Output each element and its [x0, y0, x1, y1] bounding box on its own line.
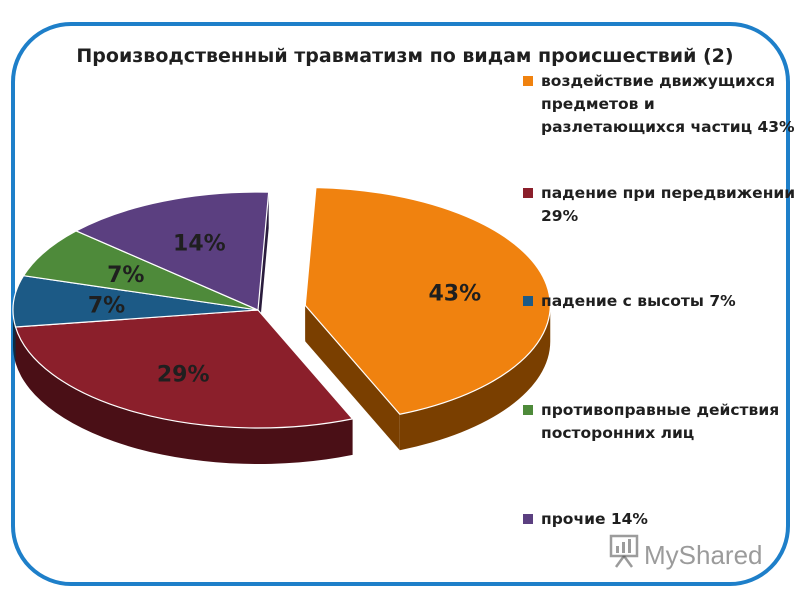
- legend-item-2: падение при передвижении 29%: [523, 184, 795, 225]
- legend-label: падение при передвижении 29%: [541, 184, 795, 225]
- slice-label-2: 29%: [157, 363, 210, 388]
- watermark: MyShared: [609, 534, 763, 570]
- legend-label: прочие 14%: [541, 510, 648, 528]
- chart-title: Производственный травматизм по видам про…: [76, 45, 733, 67]
- legend-label: противоправные действия посторонних лиц: [541, 401, 779, 442]
- pie-slice-3: [12, 275, 259, 328]
- legend-label: падение с высоты 7%: [541, 292, 736, 310]
- legend-item-1: воздействие движущихся предметов и разлета…: [523, 72, 795, 136]
- pie-slice-5: [74, 191, 270, 311]
- legend-swatch: [523, 296, 533, 306]
- slice-label-4: 7%: [107, 263, 144, 288]
- slice-label-5: 14%: [173, 232, 226, 257]
- pie-slice-side: [15, 327, 353, 464]
- pie-slice-2: [14, 309, 354, 429]
- pie-slices: [12, 186, 551, 429]
- watermark-text: MyShared: [644, 540, 763, 570]
- legend-item-3: падение с высоты 7%: [523, 292, 736, 310]
- legend-swatch: [523, 188, 533, 198]
- pie-slice-side: [399, 305, 551, 451]
- pie-slice-4: [22, 230, 259, 311]
- legend-swatch: [523, 514, 533, 524]
- legend-item-4: противоправные действия посторонних лиц: [523, 401, 779, 442]
- legend-label: воздействие движущихся предметов и разлета…: [541, 72, 795, 136]
- slice-label-3: 7%: [88, 294, 125, 319]
- legend-item-5: прочие 14%: [523, 510, 648, 528]
- legend: воздействие движущихся предметов и разлета…: [523, 72, 795, 528]
- pie-slice-side: [13, 310, 16, 364]
- pie-slice-1: [304, 186, 551, 415]
- presentation-icon: [609, 534, 639, 568]
- legend-swatch: [523, 76, 533, 86]
- pie-slice-wall: [305, 305, 400, 451]
- legend-swatch: [523, 405, 533, 415]
- pie-data-labels: 43% 29% 7% 7% 14%: [88, 232, 481, 388]
- slice-label-1: 43%: [428, 282, 481, 307]
- pie-slice-wall: [258, 192, 269, 346]
